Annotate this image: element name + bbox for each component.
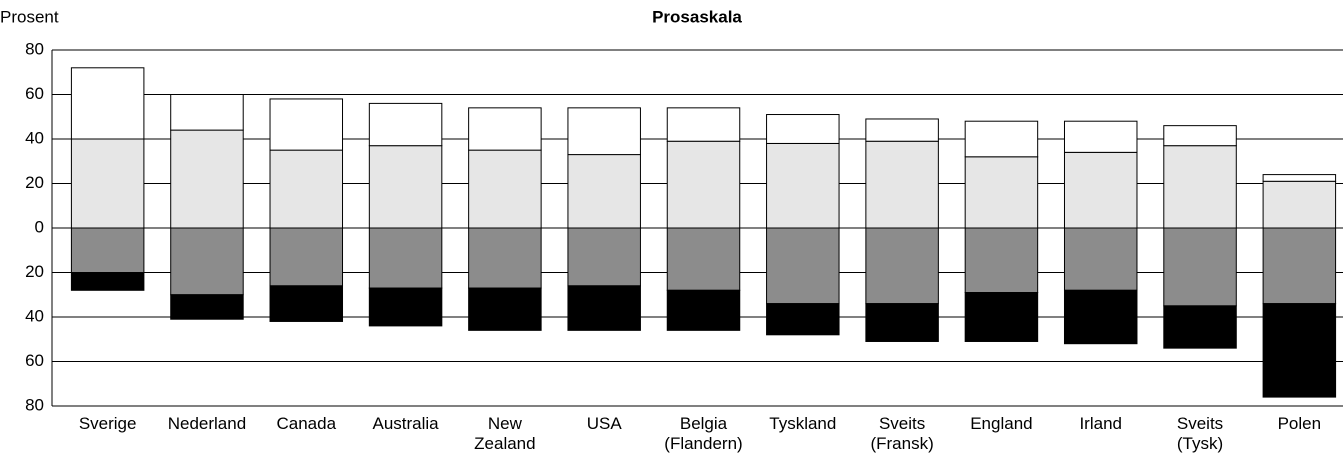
bar-segment bbox=[964, 156, 1039, 229]
x-tick-label: Sveits (Fransk) bbox=[870, 414, 934, 453]
bar-segment bbox=[468, 287, 542, 331]
bar-segment bbox=[666, 227, 741, 291]
bar-segment bbox=[170, 227, 244, 296]
bar-segment bbox=[1163, 125, 1237, 147]
bar-segment bbox=[468, 149, 542, 229]
bar-segment bbox=[567, 154, 641, 229]
y-tick-label: 40 bbox=[25, 128, 44, 147]
bar-segment bbox=[666, 107, 741, 142]
y-tick-label: 40 bbox=[25, 306, 44, 325]
x-tick-label: Irland bbox=[1079, 414, 1122, 433]
bar-segment bbox=[964, 120, 1039, 158]
y-axis-label: Prosent bbox=[0, 7, 59, 26]
bar-segment bbox=[70, 138, 145, 229]
bar-segment bbox=[1163, 305, 1237, 349]
bar-segment bbox=[1262, 174, 1337, 182]
bar-segment bbox=[368, 227, 443, 289]
bar-segment bbox=[70, 272, 145, 291]
bar-segment bbox=[170, 94, 244, 131]
bar-segment bbox=[865, 140, 939, 229]
bar-segment bbox=[368, 287, 443, 327]
bar-segment bbox=[1163, 227, 1237, 307]
y-tick-label: 60 bbox=[25, 351, 44, 370]
bar-segment bbox=[1163, 145, 1237, 229]
x-tick-label: Sveits (Tysk) bbox=[1176, 414, 1224, 453]
bar-segment bbox=[1063, 151, 1138, 229]
bar-segment bbox=[70, 227, 145, 273]
bar-segment bbox=[70, 67, 145, 140]
bar-segment bbox=[269, 285, 344, 322]
bar-segment bbox=[1262, 227, 1337, 305]
bar-segment bbox=[567, 227, 641, 287]
bar-segment bbox=[766, 303, 840, 336]
x-tick-label: Tyskland bbox=[769, 414, 837, 433]
x-tick-label: USA bbox=[586, 414, 622, 433]
bar-segment bbox=[666, 140, 741, 229]
bar-segment bbox=[766, 227, 840, 305]
bar-segment bbox=[964, 227, 1039, 294]
bar-segment bbox=[567, 285, 641, 331]
bar-segment bbox=[766, 142, 840, 229]
bar-segment bbox=[1063, 289, 1138, 345]
bar-segment bbox=[1063, 120, 1138, 153]
y-tick-label: 20 bbox=[25, 262, 44, 281]
x-tick-label: Canada bbox=[276, 414, 337, 433]
bar-segment bbox=[269, 98, 344, 151]
bar-segment bbox=[468, 227, 542, 289]
bar-segment bbox=[269, 149, 344, 229]
y-tick-label: 80 bbox=[25, 395, 44, 414]
y-tick-label: 80 bbox=[25, 39, 44, 58]
x-tick-label: Australia bbox=[372, 414, 439, 433]
x-tick-label: Nederland bbox=[167, 414, 247, 433]
x-tick-label: New Zealand bbox=[474, 414, 536, 453]
bar-segment bbox=[269, 227, 344, 287]
bar-segment bbox=[1063, 227, 1138, 291]
y-tick-label: 60 bbox=[25, 84, 44, 103]
bar-segment bbox=[170, 129, 244, 229]
y-tick-label: 0 bbox=[35, 217, 44, 236]
bar-segment bbox=[964, 292, 1039, 342]
x-tick-label: Polen bbox=[1277, 414, 1322, 433]
bar-segment bbox=[368, 102, 443, 147]
bar-segment bbox=[368, 145, 443, 229]
bar-segment bbox=[865, 303, 939, 342]
bar-segment bbox=[468, 107, 542, 151]
bar-segment bbox=[865, 227, 939, 305]
x-tick-label: England bbox=[970, 414, 1033, 433]
x-tick-label: Belgia (Flandern) bbox=[664, 414, 743, 453]
y-tick-label: 20 bbox=[25, 173, 44, 192]
bar-segment bbox=[1262, 303, 1337, 398]
chart-title: Prosaskala bbox=[652, 7, 742, 26]
bar-segment bbox=[1262, 180, 1337, 229]
bar-segment bbox=[567, 107, 641, 156]
bar-segment bbox=[865, 118, 939, 142]
bar-segment bbox=[766, 114, 840, 144]
bar-segment bbox=[666, 289, 741, 331]
bar-segment bbox=[170, 294, 244, 320]
x-tick-label: Sverige bbox=[78, 414, 137, 433]
